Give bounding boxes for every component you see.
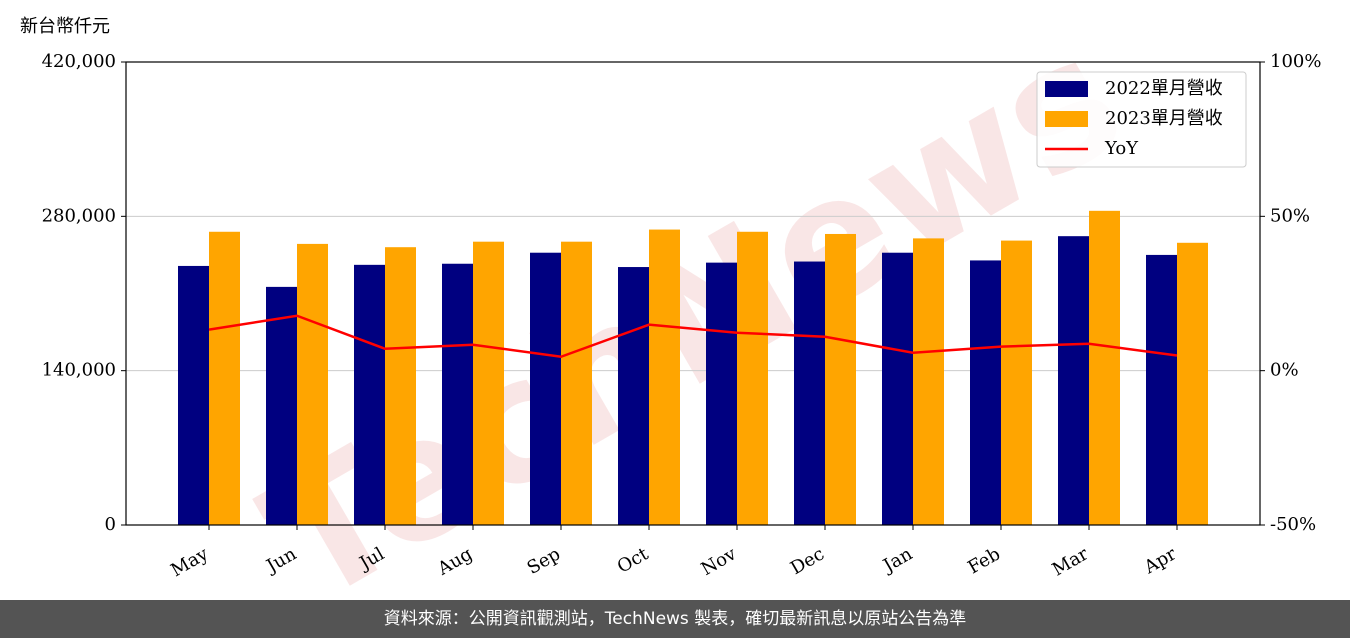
legend-label: 2023單月營收 (1105, 108, 1223, 129)
bar (266, 286, 297, 525)
bar (794, 261, 825, 525)
bar (706, 262, 737, 525)
bar (385, 247, 416, 525)
bar (882, 252, 913, 525)
legend-label: 2022單月營收 (1105, 78, 1223, 99)
bar (1089, 210, 1120, 526)
y2-tick-label: -50% (1270, 514, 1316, 535)
x-tick-label: Dec (787, 543, 828, 579)
x-tick-label: Apr (1140, 543, 1180, 578)
chart: 新台幣仟元 TechNews 0140,000280,000420,000-50… (20, 0, 1321, 600)
x-tick-label: Mar (1049, 543, 1093, 580)
x-tick-label: Oct (614, 543, 653, 578)
bar (442, 263, 473, 525)
bar (970, 260, 1001, 525)
bar (1146, 254, 1177, 525)
bar (618, 267, 649, 525)
bar (913, 238, 944, 525)
y-tick-label: 420,000 (42, 51, 116, 72)
bar (737, 231, 768, 525)
bar (1177, 242, 1208, 526)
y-axis-label: 新台幣仟元 (20, 16, 110, 37)
x-tick-label: Feb (964, 543, 1004, 578)
bar (473, 241, 504, 525)
y-tick-label: 280,000 (42, 205, 116, 226)
legend-label: YoY (1104, 138, 1139, 159)
bar (178, 265, 209, 525)
bar (649, 229, 680, 526)
plot-frame (125, 61, 1261, 526)
bar (1001, 240, 1032, 526)
y2-tick-label: 50% (1270, 205, 1310, 226)
bar (530, 252, 561, 525)
x-tick-label: Jan (878, 543, 916, 577)
line (208, 314, 1178, 359)
bar (1058, 236, 1089, 525)
bar (297, 243, 328, 525)
bar (561, 241, 592, 525)
bar (354, 264, 385, 525)
x-tick-label: Sep (524, 543, 564, 578)
bar (209, 231, 240, 525)
legend-box (1036, 71, 1247, 168)
y-tick-label: 0 (105, 514, 116, 535)
y2-tick-label: 100% (1270, 51, 1321, 72)
bar (825, 233, 856, 525)
x-tick-label: May (167, 543, 212, 581)
legend-swatch (1045, 81, 1088, 97)
x-tick-label: Nov (698, 543, 741, 580)
footer: 資料來源：公開資訊觀測站，TechNews 製表，確切最新訊息以原站公告為準 (0, 600, 1350, 638)
y2-tick-label: 0% (1270, 360, 1299, 381)
legend-swatch (1045, 111, 1088, 127)
y-tick-label: 140,000 (42, 360, 116, 381)
